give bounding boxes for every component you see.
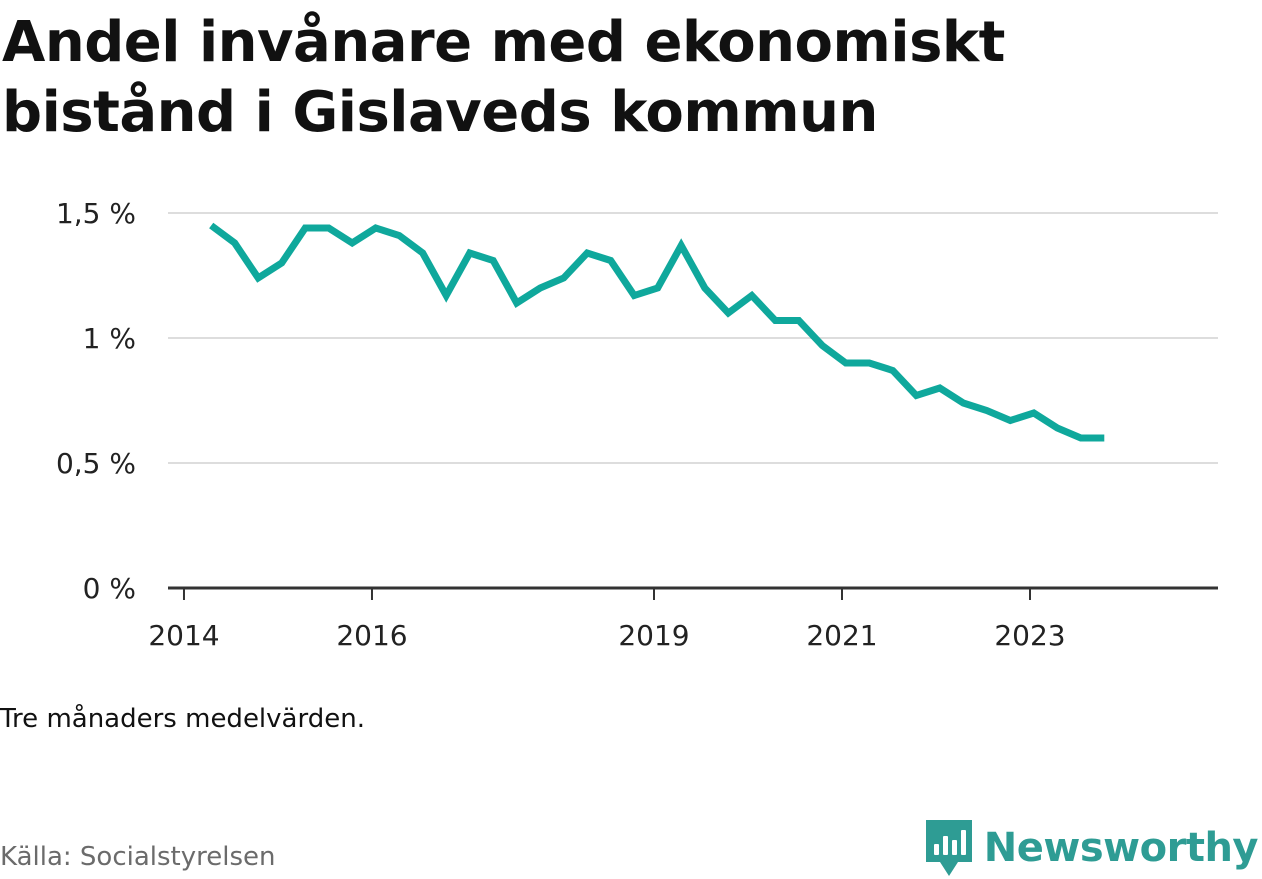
chart-title: Andel invånare med ekonomiskt bistånd i … [2, 10, 1005, 145]
series-line [209, 222, 1105, 442]
chart-note: Tre månaders medelvärden. [0, 704, 365, 734]
x-tick-label: 2023 [994, 619, 1065, 652]
source-credit: Källa: Socialstyrelsen [0, 842, 276, 872]
newsworthy-logo[interactable]: Newsworthy [924, 818, 1259, 878]
y-tick-label: 0,5 % [56, 447, 136, 480]
series-layer [209, 222, 1105, 442]
y-tick-label: 1,5 % [56, 197, 136, 230]
x-tick-label: 2019 [618, 619, 689, 652]
x-axis-ticks: 2014 2016 2019 2021 2023 [148, 588, 1066, 652]
newsworthy-logo-icon [925, 820, 972, 876]
brand-name: Newsworthy [983, 825, 1259, 871]
x-tick-label: 2014 [148, 619, 219, 652]
x-tick-label: 2021 [806, 619, 877, 652]
x-tick-label: 2016 [336, 619, 407, 652]
gridlines [168, 212, 1218, 464]
y-tick-label: 1 % [83, 322, 136, 355]
y-axis-tick-labels: 0 % 0,5 % 1 % 1,5 % [56, 197, 136, 605]
y-tick-label: 0 % [83, 572, 136, 605]
